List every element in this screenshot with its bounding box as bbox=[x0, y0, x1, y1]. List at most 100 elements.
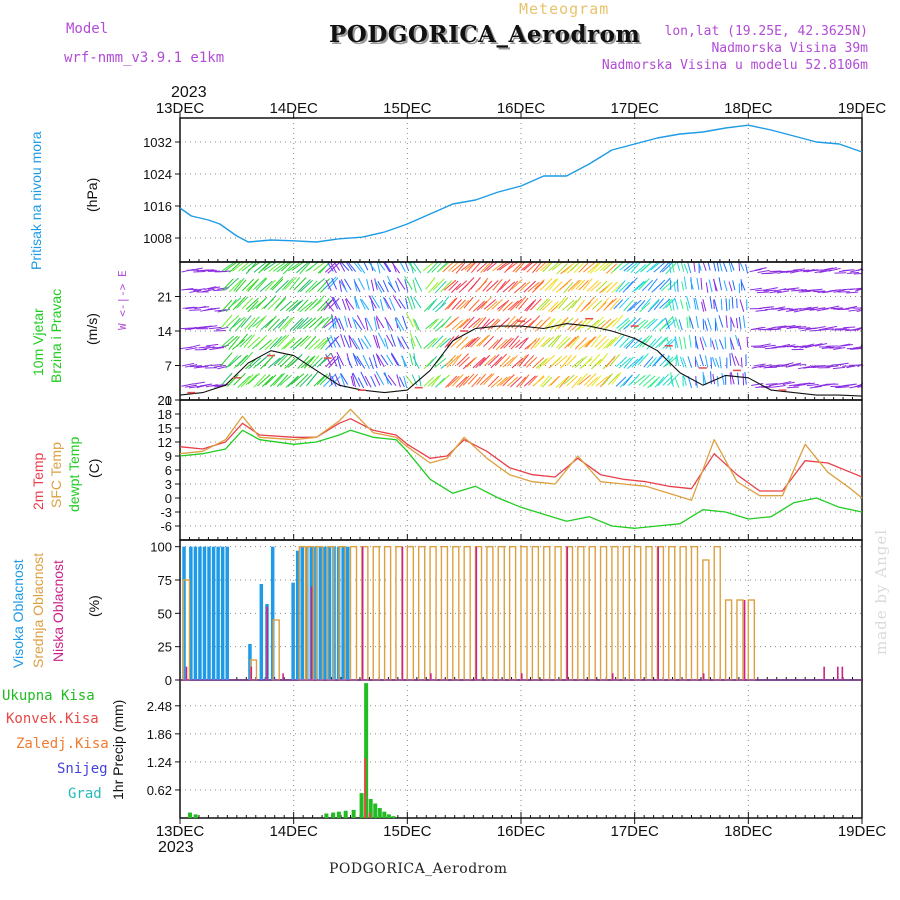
x-tick-label-top: 15DEC bbox=[383, 100, 432, 117]
pressure-label: Pritisak na nivou mora bbox=[28, 131, 44, 270]
cloud-mid-bar bbox=[543, 545, 551, 681]
x-tick-label-bottom: 19DEC bbox=[838, 823, 887, 840]
cloud-mid-bar bbox=[338, 545, 346, 681]
precip-total-bar bbox=[386, 814, 391, 818]
cloud-mid-bar bbox=[565, 545, 574, 681]
legend-hail: Grad bbox=[68, 786, 102, 802]
cloud-mid-bar bbox=[577, 545, 585, 681]
cloud-low-bar bbox=[566, 546, 569, 680]
y-tick-label: 15 bbox=[158, 421, 172, 436]
cloud-mid-bar bbox=[508, 545, 517, 681]
y-tick-label: 1.86 bbox=[147, 727, 172, 742]
cloud-low-bar bbox=[836, 666, 839, 680]
cloud-high-bar bbox=[220, 546, 225, 680]
cloud-low-label: Niska Oblacnost bbox=[50, 560, 66, 662]
cloud-mid-bar bbox=[633, 545, 642, 681]
temp-2m-line bbox=[179, 418, 863, 492]
y-tick-label: 0 bbox=[165, 491, 172, 506]
cloud-high-bar bbox=[189, 546, 193, 680]
wind-label-2: Brzina i Pravac bbox=[48, 288, 64, 383]
precip-total-bar bbox=[368, 798, 373, 818]
cloud-mid-bar bbox=[182, 579, 191, 681]
cloud-high-bar bbox=[182, 546, 186, 680]
cloud-mid-bar bbox=[520, 545, 528, 681]
wind-compass: W <-|-> E bbox=[116, 270, 129, 330]
wind-unit: (m/s) bbox=[84, 313, 100, 345]
cloud-mid-bar bbox=[463, 545, 471, 681]
x-tick-label-bottom: 16DEC bbox=[497, 823, 546, 840]
y-tick-label: 6 bbox=[165, 463, 172, 478]
precip-total-bar bbox=[324, 813, 329, 818]
y-tick-label: 50 bbox=[158, 606, 172, 621]
cloud-low-bar bbox=[282, 673, 284, 680]
cloud-mid-bar bbox=[306, 545, 315, 681]
precip-total-bar bbox=[364, 683, 369, 818]
x-tick-label-top: 14DEC bbox=[269, 100, 318, 117]
x-tick-label-top: 16DEC bbox=[497, 100, 546, 117]
cloud-mid-bar bbox=[349, 545, 358, 681]
cloud-low-bar bbox=[521, 673, 523, 680]
y-tick-label: 9 bbox=[165, 449, 172, 464]
panel-frame bbox=[179, 117, 863, 263]
x-tick-label-top: 17DEC bbox=[610, 100, 659, 117]
cloud-high-bar bbox=[332, 546, 336, 680]
cloud-mid-bar bbox=[531, 545, 540, 681]
y-tick-label: 18 bbox=[158, 407, 172, 422]
cloud-high-bar bbox=[207, 546, 211, 680]
cloud-high-bar bbox=[345, 546, 350, 680]
cloud-mid-bar bbox=[599, 545, 608, 681]
cloud-mid-bar bbox=[361, 545, 369, 681]
cloud-high-bar bbox=[265, 604, 269, 680]
panel-frame bbox=[179, 399, 863, 541]
cloud-high-bar bbox=[248, 644, 252, 680]
legend-total-rain: Ukupna Kisa bbox=[2, 688, 95, 704]
y-tick-label: 0 bbox=[165, 393, 172, 408]
cloud-mid-bar bbox=[724, 599, 733, 681]
panel-frame bbox=[179, 679, 863, 819]
cloud-mid-bar bbox=[736, 599, 744, 681]
cloud-mid-bar bbox=[395, 545, 403, 681]
year-bottom: 2023 bbox=[158, 839, 194, 856]
y-tick-label: 0.62 bbox=[147, 783, 172, 798]
cloud-mid-bar bbox=[656, 545, 665, 681]
cloud-low-bar bbox=[841, 666, 844, 680]
cloud-low-bar bbox=[823, 666, 825, 680]
model-label: Model bbox=[66, 21, 109, 37]
x-tick-label-bottom: 13DEC bbox=[156, 823, 205, 840]
cloud-mid-bar bbox=[702, 559, 710, 681]
cloud-low-bar bbox=[266, 606, 268, 680]
cloud-high-bar bbox=[291, 582, 295, 680]
pressure-unit: (hPa) bbox=[84, 177, 100, 212]
cloud-high-bar bbox=[211, 546, 216, 680]
cloud-low-bar bbox=[702, 673, 705, 680]
precip-total-bar bbox=[359, 793, 364, 818]
y-tick-label: 1.24 bbox=[147, 755, 172, 770]
temp-2m-label: 2m Temp bbox=[30, 452, 46, 510]
precip-total-bar bbox=[343, 810, 348, 818]
x-tick-label-top: 18DEC bbox=[724, 100, 773, 117]
cloud-mid-bar bbox=[622, 545, 630, 681]
y-tick-label: 12 bbox=[158, 435, 172, 450]
cloud-low-bar bbox=[310, 586, 313, 680]
cloud-mid-bar bbox=[645, 545, 653, 681]
pressure-line bbox=[179, 124, 863, 243]
cloud-mid-bar bbox=[452, 545, 460, 681]
y-tick-label: 1008 bbox=[143, 231, 172, 246]
cloud-mid-bar bbox=[315, 545, 324, 681]
cloud-high-bar bbox=[193, 546, 198, 680]
cloud-mid-bar bbox=[668, 545, 676, 681]
cloud-high-bar bbox=[323, 546, 327, 680]
meteogram-label: Meteogram bbox=[519, 0, 610, 18]
cloud-mid-bar bbox=[474, 545, 483, 681]
cloud-low-bar bbox=[361, 546, 364, 680]
precip-total-bar bbox=[331, 812, 336, 818]
station-title: PODGORICA_Aerodrom bbox=[329, 21, 641, 48]
cloud-high-bar bbox=[341, 546, 345, 680]
cloud-mid-bar bbox=[554, 545, 562, 681]
cloud-high-bar bbox=[225, 546, 229, 680]
x-tick-label-top: 13DEC bbox=[156, 100, 205, 117]
cloud-mid-bar bbox=[429, 545, 437, 681]
cloud-mid-bar bbox=[588, 545, 596, 681]
cloud-mid-bar bbox=[372, 545, 380, 681]
